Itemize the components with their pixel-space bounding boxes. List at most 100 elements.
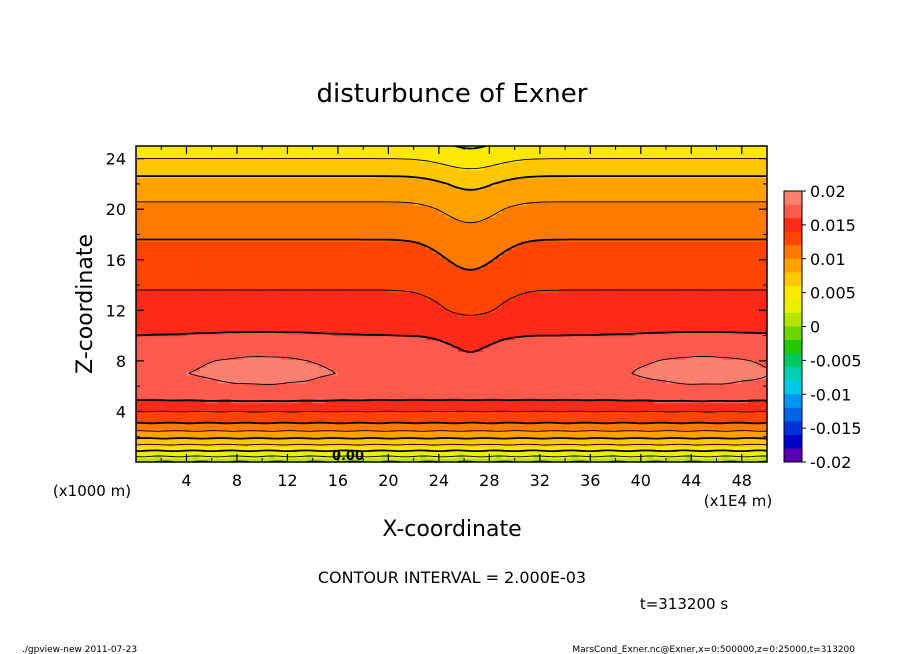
field-cell: [716, 450, 724, 455]
field-cell: [293, 272, 301, 277]
field-cell: [243, 434, 251, 439]
field-cell: [249, 323, 257, 329]
field-cell: [426, 351, 434, 356]
field-cell: [672, 375, 680, 380]
field-cell: [716, 284, 724, 289]
field-cell: [552, 430, 560, 435]
field-cell: [281, 402, 289, 408]
field-cell: [672, 335, 680, 341]
field-cell: [394, 434, 402, 439]
field-cell: [249, 414, 257, 420]
field-cell: [527, 394, 535, 400]
field-cell: [501, 410, 509, 416]
field-cell: [659, 292, 667, 297]
field-cell: [703, 264, 711, 270]
field-cell: [640, 284, 648, 289]
field-cell: [388, 375, 396, 380]
field-cell: [407, 363, 415, 368]
field-cell: [495, 458, 503, 462]
field-cell: [527, 402, 535, 408]
field-cell: [653, 300, 661, 305]
field-cell: [161, 272, 169, 277]
field-cell: [741, 292, 749, 297]
field-cell: [602, 323, 610, 329]
field-cell: [375, 276, 383, 281]
field-cell: [211, 319, 219, 325]
field-cell: [382, 379, 389, 384]
field-cell: [281, 307, 289, 313]
field-cell: [236, 343, 244, 349]
field-cell: [615, 394, 623, 400]
field-cell: [760, 371, 767, 376]
field-cell: [249, 284, 257, 289]
field-cell: [287, 434, 295, 439]
field-cell: [464, 347, 472, 352]
field-cell: [640, 276, 648, 281]
field-cell: [413, 339, 421, 345]
field-cell: [602, 371, 610, 376]
field-cell: [180, 434, 188, 439]
field-cell: [281, 331, 289, 337]
field-cell: [236, 383, 244, 388]
field-cell: [325, 268, 333, 273]
field-cell: [565, 375, 572, 380]
field-cell: [577, 284, 585, 289]
field-cell: [748, 335, 755, 341]
field-cell: [659, 351, 667, 356]
field-cell: [716, 280, 724, 285]
field-cell: [533, 307, 541, 313]
field-cell: [741, 406, 749, 412]
field-cell: [382, 284, 389, 289]
field-cell: [382, 319, 389, 325]
field-cell: [476, 296, 484, 301]
field-cell: [268, 446, 276, 451]
field-cell: [741, 300, 749, 305]
field-cell: [312, 268, 320, 273]
field-cell: [647, 351, 655, 356]
field-cell: [464, 311, 472, 317]
field-cell: [363, 422, 371, 428]
field-cell: [634, 414, 642, 420]
field-cell: [558, 272, 566, 277]
field-cell: [274, 458, 282, 462]
field-cell: [300, 272, 307, 277]
field-cell: [577, 450, 585, 455]
field-cell: [148, 296, 156, 301]
field-cell: [262, 379, 270, 384]
field-cell: [621, 371, 629, 376]
field-cell: [312, 307, 320, 313]
field-cell: [318, 426, 326, 431]
field-cell: [325, 359, 333, 364]
field-cell: [666, 351, 673, 356]
field-cell: [584, 300, 591, 305]
field-cell: [533, 339, 541, 345]
field-cell: [527, 367, 535, 372]
field-cell: [527, 300, 535, 305]
field-cell: [678, 284, 686, 289]
field-cell: [167, 327, 175, 333]
field-cell: [691, 284, 699, 289]
field-cell: [647, 450, 655, 455]
field-cell: [508, 367, 516, 372]
field-cell: [533, 422, 541, 428]
field-cell: [274, 300, 282, 305]
field-cell: [161, 402, 169, 408]
field-cell: [577, 390, 585, 396]
field-cell: [249, 458, 257, 462]
field-cell: [552, 367, 560, 372]
field-cell: [628, 375, 636, 380]
field-cell: [457, 351, 465, 356]
field-cell: [760, 386, 767, 392]
field-cell: [274, 331, 282, 337]
field-cell: [457, 450, 465, 455]
field-cell: [173, 304, 181, 309]
field-cell: [483, 434, 490, 439]
field-cell: [514, 268, 522, 273]
field-cell: [520, 335, 528, 341]
field-cell: [224, 292, 232, 297]
field-cell: [703, 300, 711, 305]
field-cell: [615, 284, 623, 289]
field-cell: [167, 394, 175, 400]
field-cell: [350, 422, 358, 428]
field-cell: [451, 304, 459, 309]
